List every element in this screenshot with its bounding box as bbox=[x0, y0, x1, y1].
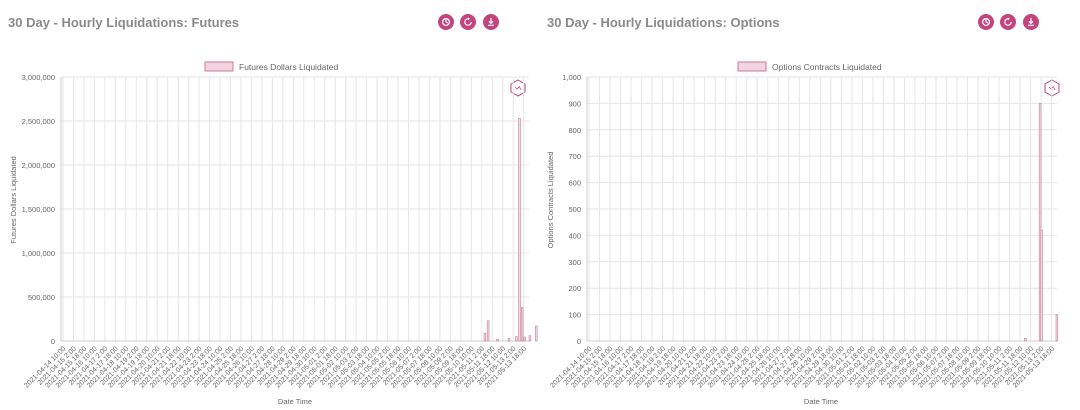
reset-zoom-button[interactable] bbox=[978, 14, 994, 30]
y-tick-label: 200 bbox=[568, 284, 581, 293]
y-axis-title: Options Contracts Liquidated bbox=[546, 152, 555, 249]
refresh-icon bbox=[464, 17, 473, 26]
y-tick-label: 400 bbox=[568, 231, 581, 240]
y-tick-label: 1,000 bbox=[562, 73, 581, 82]
y-tick-label: 500,000 bbox=[28, 293, 55, 302]
chart-legend: Futures Dollars Liquidated bbox=[204, 61, 338, 72]
y-axis-title: Futures Dollars Liquidated bbox=[9, 156, 18, 244]
refresh-button[interactable] bbox=[1000, 14, 1017, 30]
chart-toolbar bbox=[438, 14, 501, 32]
legend-swatch bbox=[204, 61, 234, 72]
y-tick-label: 900 bbox=[568, 99, 581, 108]
futures-chart-panel: 30 Day - Hourly Liquidations: Futures Fu… bbox=[8, 14, 538, 406]
y-tick-label: 500 bbox=[568, 205, 581, 214]
x-axis-title: Date Time bbox=[804, 397, 838, 406]
data-bar bbox=[515, 336, 518, 342]
zoom-hex-icon[interactable] bbox=[510, 79, 526, 97]
y-tick-label: 3,000,000 bbox=[22, 73, 55, 82]
y-tick-label: 1,000,000 bbox=[22, 249, 55, 258]
download-icon bbox=[487, 18, 494, 26]
y-tick-label: 300 bbox=[568, 258, 581, 267]
data-bar bbox=[483, 332, 487, 342]
options-liquidations-bar-chart: Options Contracts Liquidated 1,000 900 800 7… bbox=[546, 61, 1060, 406]
y-tick-label: 1,500,000 bbox=[22, 205, 55, 214]
data-bar bbox=[1024, 338, 1027, 342]
download-icon bbox=[1027, 18, 1034, 26]
download-button[interactable] bbox=[1022, 14, 1039, 30]
x-axis-title: Date Time bbox=[278, 397, 312, 406]
data-bar bbox=[486, 320, 490, 342]
data-bar bbox=[518, 118, 521, 342]
data-bar bbox=[523, 336, 526, 342]
data-bar bbox=[507, 338, 511, 342]
y-tick-label: 800 bbox=[568, 126, 581, 135]
legend-label: Futures Dollars Liquidated bbox=[239, 62, 338, 72]
data-bar bbox=[528, 335, 532, 342]
data-bar bbox=[1038, 103, 1042, 342]
y-tick-label: 100 bbox=[568, 311, 581, 320]
options-chart-panel: 30 Day - Hourly Liquidations: Options Op… bbox=[540, 0, 1080, 410]
reset-icon bbox=[441, 17, 451, 27]
refresh-button[interactable] bbox=[460, 14, 477, 30]
data-bar bbox=[496, 338, 499, 342]
chart-toolbar bbox=[978, 14, 1041, 32]
y-tick-label: 2,000,000 bbox=[22, 161, 55, 170]
refresh-icon bbox=[1004, 17, 1013, 26]
data-bar bbox=[1040, 229, 1043, 342]
chart-title: 30 Day - Hourly Liquidations: Options bbox=[547, 15, 780, 30]
data-bar bbox=[535, 325, 538, 342]
download-button[interactable] bbox=[482, 14, 499, 30]
chart-legend: Options Contracts Liquidated bbox=[737, 61, 882, 72]
data-bar bbox=[1055, 314, 1059, 342]
y-tick-label: 600 bbox=[568, 179, 581, 188]
data-bar bbox=[520, 307, 524, 342]
y-tick-label: 0 bbox=[51, 337, 55, 346]
legend-swatch bbox=[737, 61, 767, 72]
chart-title: 30 Day - Hourly Liquidations: Futures bbox=[8, 15, 240, 30]
reset-icon bbox=[981, 17, 991, 27]
y-tick-label: 700 bbox=[568, 152, 581, 161]
zoom-hex-glyph bbox=[1048, 85, 1056, 91]
futures-liquidations-bar-chart: Futures Dollars Liquidated 3,000,000 2,500… bbox=[9, 61, 538, 406]
legend-label: Options Contracts Liquidated bbox=[772, 62, 882, 72]
y-tick-label: 0 bbox=[577, 337, 581, 346]
reset-zoom-button[interactable] bbox=[438, 14, 454, 30]
y-tick-label: 2,500,000 bbox=[22, 117, 55, 126]
zoom-hex-glyph bbox=[514, 85, 522, 91]
